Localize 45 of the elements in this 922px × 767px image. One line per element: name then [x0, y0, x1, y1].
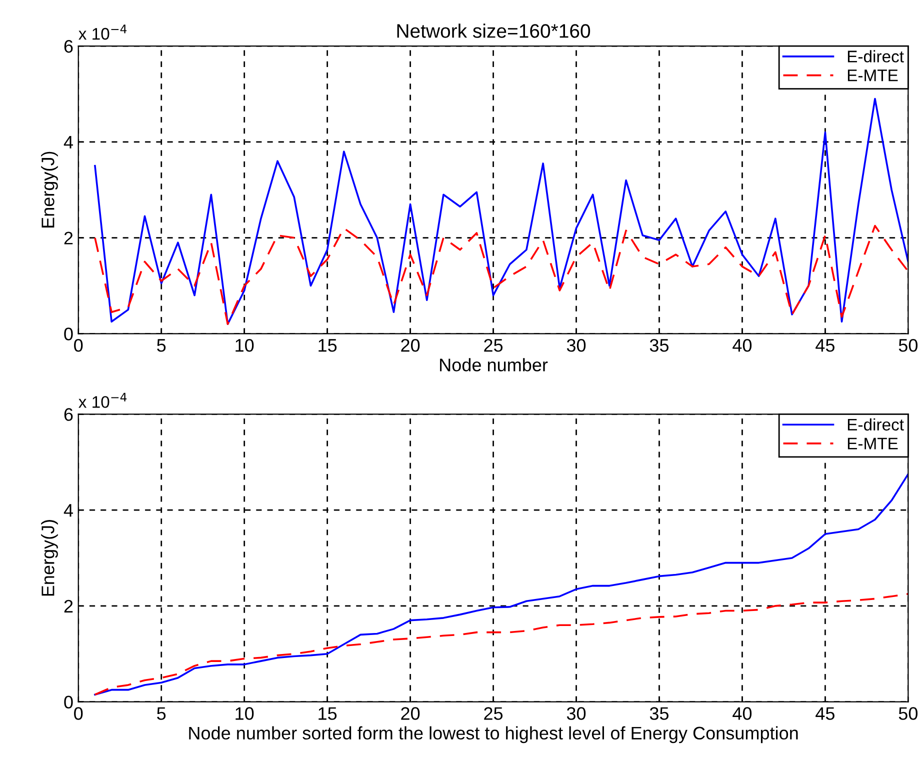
line-series: [94, 473, 908, 696]
y-axis-title: Energy(J): [41, 152, 58, 228]
line-series: [94, 224, 908, 325]
chart-title: Network size=160*160: [397, 24, 590, 38]
x-tick-label: 50: [898, 338, 918, 352]
x-tick-label: 45: [816, 707, 834, 720]
legend-label: E-direct: [848, 50, 904, 62]
x-tick-label: 15: [318, 707, 337, 720]
x-tick-label: 0: [74, 338, 83, 352]
line-series: [94, 98, 908, 325]
y-tick-label: 2: [64, 232, 73, 244]
x-tick-label: 45: [816, 339, 834, 352]
x-tick-label: 35: [650, 707, 669, 720]
y-axis-title: Energy(J): [41, 520, 58, 596]
legend-label: E-MTE: [848, 70, 898, 82]
x-tick-label: 10: [236, 338, 254, 352]
legend-label: E-MTE: [848, 438, 898, 450]
x-tick-label: 5: [157, 339, 166, 352]
text: x 10$^{−4}$: [78, 24, 127, 40]
legend-label: E-direct: [848, 418, 904, 431]
text: x 10$^{−4}$: [78, 392, 127, 408]
x-tick-label: 15: [318, 339, 337, 352]
y-tick-label: 4: [64, 504, 73, 517]
x-tick-label: 25: [484, 338, 503, 352]
x-tick-label: 20: [401, 707, 420, 720]
x-tick-label: 25: [484, 707, 503, 720]
y-tick-label: 0: [64, 328, 73, 340]
x-tick-label: 20: [401, 338, 420, 352]
x-tick-label: 10: [236, 707, 254, 720]
x-axis-title: Node number: [440, 358, 548, 372]
x-tick-label: 50: [898, 707, 918, 720]
y-tick-label: 2: [64, 600, 73, 612]
line-series: [94, 593, 908, 696]
x-tick-label: 40: [732, 338, 752, 352]
x-tick-label: 40: [732, 707, 752, 720]
y-tick-label: 0: [64, 696, 73, 709]
x-tick-label: 0: [74, 707, 83, 720]
x-tick-label: 30: [566, 338, 586, 352]
y-tick-label: 6: [64, 40, 73, 53]
x-axis-title: Node number sorted form the lowest to highest level of Energy Consumption: [189, 726, 798, 744]
x-tick-label: 30: [566, 707, 586, 720]
y-tick-label: 6: [64, 408, 73, 421]
x-tick-label: 35: [650, 338, 669, 352]
x-tick-label: 5: [157, 707, 166, 720]
y-tick-label: 4: [64, 136, 73, 148]
